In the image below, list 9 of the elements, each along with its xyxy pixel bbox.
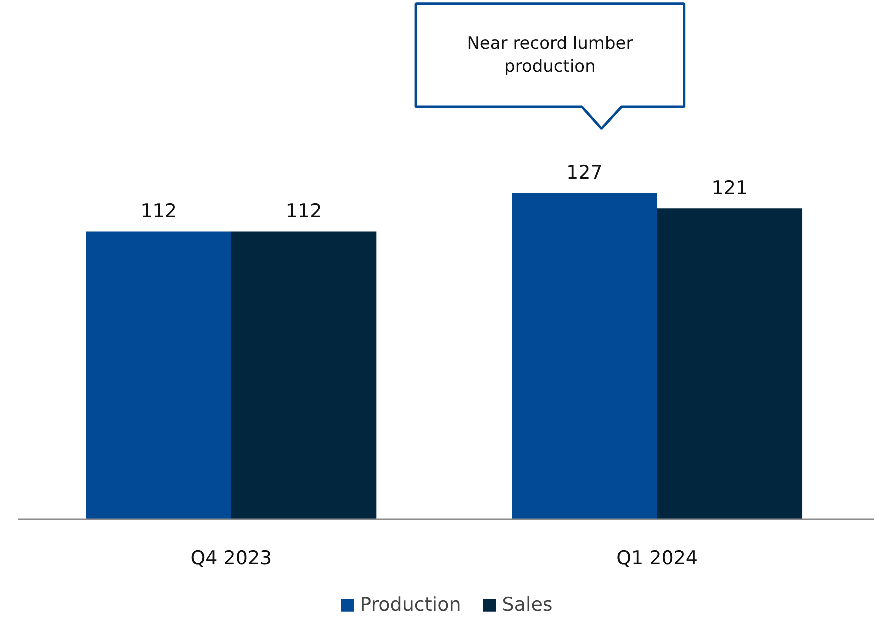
data-label: 112 (140, 200, 177, 223)
data-label: 112 (286, 200, 322, 223)
legend-label: Production (360, 594, 462, 616)
text: Near record lumber production (467, 34, 634, 77)
x-tick-label: Q1 2024 (616, 548, 698, 570)
data-label: 127 (566, 162, 603, 184)
legend-label: Sales (502, 594, 553, 616)
x-tick-label: Q4 2023 (190, 548, 272, 570)
data-label: 121 (712, 178, 748, 200)
